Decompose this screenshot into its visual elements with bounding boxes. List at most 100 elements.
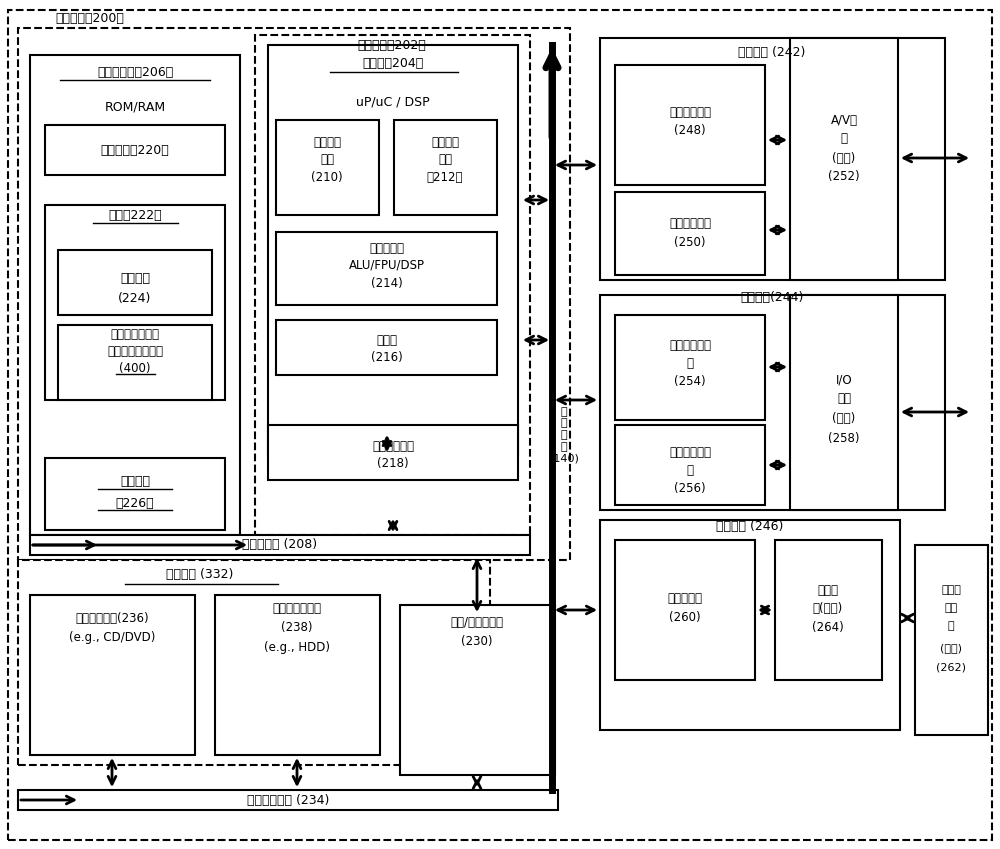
- Bar: [790, 295, 898, 510]
- Bar: [255, 35, 530, 535]
- Text: ALU/FPU/DSP: ALU/FPU/DSP: [349, 258, 425, 272]
- Bar: [268, 45, 518, 455]
- Text: 缓存: 缓存: [320, 153, 334, 166]
- Bar: [600, 295, 945, 510]
- Text: 处理器（204）: 处理器（204）: [362, 57, 424, 70]
- Text: 备: 备: [948, 621, 954, 631]
- Text: (262): (262): [936, 663, 966, 673]
- Text: (264): (264): [812, 621, 844, 634]
- Text: 口: 口: [840, 132, 848, 144]
- Bar: [615, 65, 765, 185]
- Text: (250): (250): [674, 235, 706, 249]
- Text: （226）: （226）: [116, 497, 154, 509]
- Bar: [18, 560, 490, 765]
- Text: 程序数据: 程序数据: [120, 475, 150, 487]
- Text: (248): (248): [674, 123, 706, 137]
- Text: 通信设备 (246): 通信设备 (246): [716, 520, 784, 533]
- Bar: [915, 545, 988, 735]
- Bar: [615, 425, 765, 505]
- Text: A/V端: A/V端: [830, 114, 858, 127]
- Text: I/O: I/O: [836, 374, 852, 386]
- Bar: [30, 55, 240, 535]
- Text: 图像处理单元: 图像处理单元: [669, 105, 711, 119]
- Text: 网络控制器: 网络控制器: [668, 592, 702, 604]
- Text: 器: 器: [686, 464, 694, 476]
- Text: 处理器核心: 处理器核心: [370, 241, 404, 255]
- Bar: [394, 120, 497, 215]
- Text: 输出设备 (242): 输出设备 (242): [738, 46, 806, 59]
- Text: 接
口
总
线
(140): 接 口 总 线 (140): [549, 407, 579, 464]
- Text: 在线客服系统的: 在线客服系统的: [110, 328, 160, 340]
- Text: 通信端: 通信端: [818, 583, 838, 597]
- Text: uP/uC / DSP: uP/uC / DSP: [356, 95, 430, 109]
- Text: (多个): (多个): [940, 643, 962, 653]
- Text: 端口: 端口: [837, 391, 851, 404]
- Text: 计算设备（200）: 计算设备（200）: [55, 12, 124, 25]
- Text: 总线/接口控制器: 总线/接口控制器: [450, 616, 504, 628]
- Text: 二级高速: 二级高速: [431, 136, 459, 149]
- Text: 存储器总线 (208): 存储器总线 (208): [242, 538, 318, 552]
- Text: (e.g., HDD): (e.g., HDD): [264, 642, 330, 655]
- Bar: [268, 425, 518, 480]
- Text: 其他计: 其他计: [941, 585, 961, 595]
- Text: (218): (218): [377, 457, 409, 469]
- Bar: [58, 325, 212, 400]
- Bar: [775, 540, 882, 680]
- Text: (216): (216): [371, 351, 403, 363]
- Text: (260): (260): [669, 611, 701, 625]
- Text: (多个): (多个): [832, 151, 856, 165]
- Bar: [615, 315, 765, 420]
- Text: 缓存: 缓存: [438, 153, 452, 166]
- Bar: [615, 540, 755, 680]
- Text: (e.g., CD/DVD): (e.g., CD/DVD): [69, 632, 155, 644]
- Text: (254): (254): [674, 374, 706, 387]
- Text: 不可移除储存器: 不可移除储存器: [272, 601, 322, 615]
- Text: 操作系统（220）: 操作系统（220）: [101, 143, 169, 156]
- Text: (230): (230): [461, 636, 493, 649]
- Text: 应用（222）: 应用（222）: [108, 209, 162, 222]
- Bar: [18, 28, 570, 560]
- Text: (214): (214): [371, 277, 403, 290]
- Text: 串行接口控制: 串行接口控制: [669, 339, 711, 351]
- Text: ROM/RAM: ROM/RAM: [104, 100, 166, 114]
- Text: 算设: 算设: [944, 603, 958, 613]
- Bar: [215, 595, 380, 755]
- Text: 寄存器: 寄存器: [376, 334, 398, 346]
- Text: (400): (400): [119, 362, 151, 374]
- Bar: [45, 458, 225, 530]
- Text: 音频处理单元: 音频处理单元: [669, 216, 711, 229]
- Bar: [30, 595, 195, 755]
- Text: (256): (256): [674, 481, 706, 494]
- Text: 系统存储器（206）: 系统存储器（206）: [97, 65, 173, 78]
- Bar: [276, 120, 379, 215]
- Bar: [58, 250, 212, 315]
- Bar: [45, 125, 225, 175]
- Text: (210): (210): [311, 171, 343, 183]
- Text: 储存接口总线 (234): 储存接口总线 (234): [247, 794, 329, 807]
- Bar: [276, 320, 497, 375]
- Bar: [615, 192, 765, 275]
- Text: 可移除储存器(236): 可移除储存器(236): [75, 611, 149, 625]
- Bar: [45, 205, 225, 400]
- Text: (224): (224): [118, 291, 152, 305]
- Text: 存储器控制器: 存储器控制器: [372, 440, 414, 453]
- Text: (258): (258): [828, 431, 860, 445]
- Bar: [600, 38, 945, 280]
- Text: 外设接口(244): 外设接口(244): [740, 290, 804, 303]
- Text: 口(多个): 口(多个): [813, 601, 843, 615]
- Text: 并行接口控制: 并行接口控制: [669, 446, 711, 458]
- Bar: [400, 605, 555, 775]
- Text: 储存设备 (332): 储存设备 (332): [166, 569, 234, 582]
- Text: 基本配置（202）: 基本配置（202）: [358, 38, 426, 52]
- Bar: [600, 520, 900, 730]
- Text: (多个): (多个): [832, 412, 856, 424]
- Text: 其他应用: 其他应用: [120, 272, 150, 284]
- Text: 用户请求分配装置: 用户请求分配装置: [107, 345, 163, 357]
- Bar: [790, 38, 898, 280]
- Text: 一级高速: 一级高速: [313, 136, 341, 149]
- Bar: [276, 232, 497, 305]
- Text: (238): (238): [281, 621, 313, 634]
- Bar: [18, 790, 558, 810]
- Text: (252): (252): [828, 170, 860, 183]
- Text: 器: 器: [686, 357, 694, 369]
